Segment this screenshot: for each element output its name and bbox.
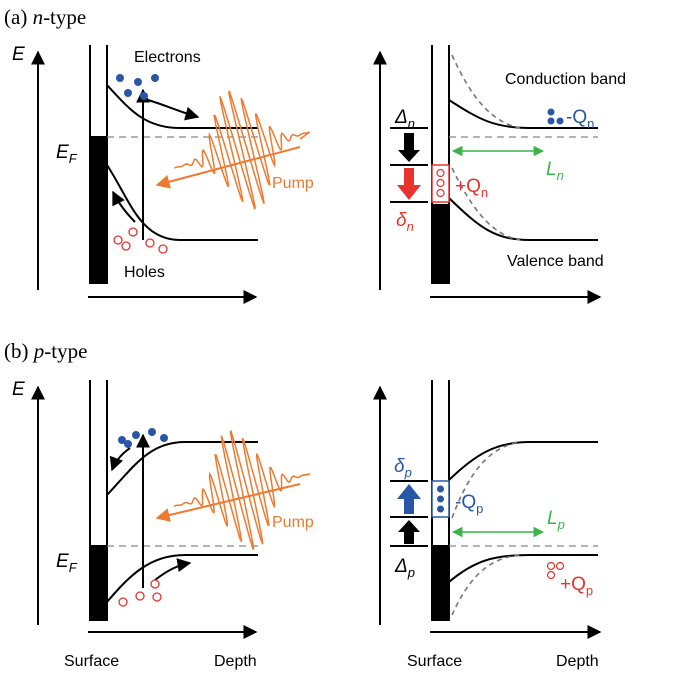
fermi-label: EF (56, 142, 78, 166)
electrons (116, 74, 159, 100)
conduction-label: Conduction band (505, 71, 626, 88)
surface-holes (436, 168, 445, 198)
energy-label: E (12, 379, 25, 400)
fermi-label: EF (56, 551, 78, 575)
pump-wave (174, 90, 311, 210)
big-delta-label: Δp (394, 556, 415, 580)
axis-label: Depth (214, 653, 257, 670)
length-label: Ln (546, 159, 564, 183)
delta-arrow (397, 484, 421, 514)
holes (118, 579, 162, 607)
charge-label: -Qp (455, 492, 483, 516)
delta-arrow (397, 168, 421, 200)
heading: (a) n-type (4, 5, 86, 29)
pump-arrow (155, 483, 301, 522)
pump-label: Pump (272, 175, 314, 192)
heading: (b) p-type (4, 339, 87, 363)
left-diagram-b (31, 380, 258, 639)
pump-pulse (155, 430, 311, 550)
surface-electrons (437, 485, 444, 513)
right-diagram-b (373, 380, 602, 639)
pump-wave (173, 430, 311, 550)
axis-label: Depth (556, 653, 599, 670)
bulk-holes (546, 561, 565, 580)
valence-label: Valence band (507, 253, 604, 270)
right-diagram-a (373, 45, 602, 304)
pump-pulse (155, 90, 311, 210)
charge-label: +Qp (560, 574, 593, 598)
charge-label: -Qn (566, 107, 594, 131)
pump-label: Pump (272, 514, 314, 531)
pump-arrow (155, 146, 301, 189)
left-diagram-a (31, 45, 258, 304)
bulk-electrons (547, 108, 564, 125)
small-delta-label: δp (394, 456, 412, 480)
delta-arrow (398, 133, 420, 162)
delta-arrow (398, 520, 420, 544)
electrons (118, 428, 168, 448)
length-label: Lp (547, 508, 565, 532)
axis-label: Surface (407, 653, 462, 670)
small-delta-label: δn (396, 210, 414, 234)
electrons-label: Electrons (134, 49, 201, 66)
big-delta-label: Δn (394, 107, 415, 131)
holes (113, 227, 168, 254)
holes-label: Holes (124, 264, 165, 281)
axis-label: Surface (64, 653, 119, 670)
charge-label: +Qn (455, 176, 488, 200)
energy-label: E (12, 44, 25, 65)
